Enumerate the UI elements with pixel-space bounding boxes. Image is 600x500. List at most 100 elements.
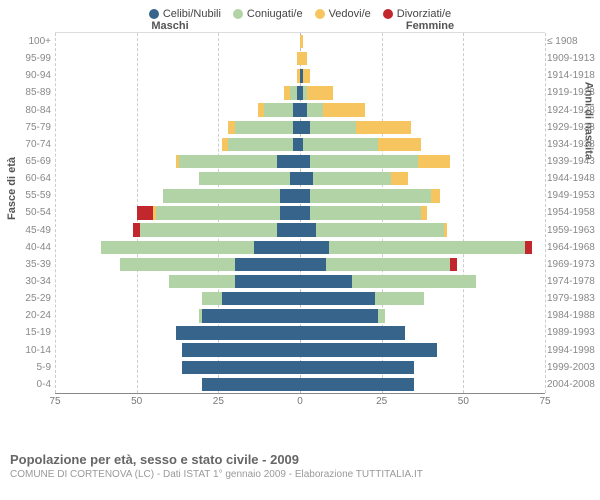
birth-label: 1919-1923 [547, 87, 597, 98]
stack [300, 258, 545, 271]
female-bar [300, 256, 545, 273]
legend-item: Celibi/Nubili [149, 8, 221, 20]
male-bar [55, 273, 300, 290]
segment [450, 258, 457, 271]
birth-label: 1979-1983 [547, 293, 597, 304]
segment [300, 206, 310, 219]
stack [55, 378, 300, 391]
segment [303, 138, 378, 151]
stack [300, 326, 545, 339]
segment [307, 103, 323, 116]
age-row: 65-691939-1943 [55, 153, 545, 170]
stack [55, 361, 300, 374]
segment [300, 52, 307, 65]
age-label: 20-24 [13, 310, 51, 321]
segment [199, 172, 290, 185]
male-bar [55, 67, 300, 84]
male-bar [55, 342, 300, 359]
age-row: 25-291979-1983 [55, 290, 545, 307]
male-bar [55, 187, 300, 204]
female-bar [300, 290, 545, 307]
segment [378, 138, 420, 151]
segment [356, 121, 412, 134]
legend-swatch [233, 9, 243, 19]
segment [300, 121, 310, 134]
rows: 100+≤ 190895-991909-191390-941914-191885… [55, 33, 545, 393]
age-label: 90-94 [13, 70, 51, 81]
birth-label: 1984-1988 [547, 310, 597, 321]
age-label: 65-69 [13, 156, 51, 167]
legend-label: Celibi/Nubili [163, 8, 221, 20]
female-bar [300, 136, 545, 153]
birth-label: 1934-1938 [547, 139, 597, 150]
birth-label: 1914-1918 [547, 70, 597, 81]
stack [300, 35, 545, 48]
segment [277, 223, 300, 236]
segment [300, 258, 326, 271]
legend-label: Divorziati/e [397, 8, 451, 20]
legend-item: Coniugati/e [233, 8, 303, 20]
segment [137, 206, 153, 219]
age-row: 5-91999-2003 [55, 359, 545, 376]
age-row: 80-841924-1928 [55, 102, 545, 119]
stack [300, 378, 545, 391]
age-label: 0-4 [13, 379, 51, 390]
age-label: 70-74 [13, 139, 51, 150]
stack [55, 223, 300, 236]
age-row: 95-991909-1913 [55, 50, 545, 67]
female-bar [300, 324, 545, 341]
stack [55, 69, 300, 82]
stack [55, 103, 300, 116]
segment [120, 258, 234, 271]
chart-title: Popolazione per età, sesso e stato civil… [10, 452, 590, 467]
female-bar [300, 170, 545, 187]
age-label: 10-14 [13, 345, 51, 356]
female-bar [300, 102, 545, 119]
male-bar [55, 50, 300, 67]
segment [300, 361, 414, 374]
segment [303, 69, 310, 82]
age-label: 75-79 [13, 122, 51, 133]
female-bar [300, 67, 545, 84]
segment [140, 223, 277, 236]
x-tick: 75 [539, 396, 550, 407]
segment [326, 258, 450, 271]
header-male: Maschi [0, 20, 300, 32]
stack [55, 206, 300, 219]
stack [55, 35, 300, 48]
segment [307, 86, 333, 99]
x-tick: 75 [49, 396, 60, 407]
age-row: 45-491959-1963 [55, 222, 545, 239]
male-bar [55, 33, 300, 50]
stack [300, 138, 545, 151]
female-bar [300, 50, 545, 67]
stack [55, 326, 300, 339]
legend-swatch [149, 9, 159, 19]
male-bar [55, 170, 300, 187]
stack [55, 86, 300, 99]
segment [310, 121, 356, 134]
stack [55, 138, 300, 151]
segment [375, 292, 424, 305]
female-bar [300, 187, 545, 204]
female-bar [300, 222, 545, 239]
chart-subtitle: COMUNE DI CORTENOVA (LC) - Dati ISTAT 1°… [10, 469, 590, 480]
female-bar [300, 119, 545, 136]
male-bar [55, 136, 300, 153]
segment [300, 189, 310, 202]
birth-label: 1974-1978 [547, 276, 597, 287]
segment [316, 223, 443, 236]
birth-label: 1994-1998 [547, 345, 597, 356]
age-label: 35-39 [13, 259, 51, 270]
segment [310, 155, 418, 168]
x-tick: 25 [376, 396, 387, 407]
segment [300, 309, 378, 322]
male-bar [55, 102, 300, 119]
segment [222, 292, 300, 305]
segment [431, 189, 441, 202]
age-row: 15-191989-1993 [55, 324, 545, 341]
birth-label: 1989-1993 [547, 327, 597, 338]
stack [55, 241, 300, 254]
segment [176, 326, 300, 339]
birth-label: 1954-1958 [547, 207, 597, 218]
